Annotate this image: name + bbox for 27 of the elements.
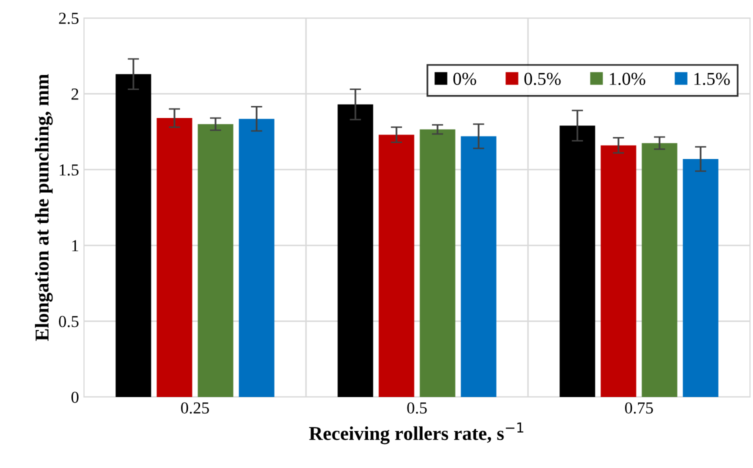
legend-label: 0% — [453, 72, 476, 86]
bar — [642, 143, 678, 397]
x-tick-label: 0.25 — [181, 402, 209, 414]
bar — [378, 134, 414, 397]
bar — [682, 158, 718, 397]
bar — [338, 104, 374, 397]
y-tick-label: 2.5 — [59, 12, 78, 24]
bar — [238, 118, 274, 397]
legend-label: 1.5% — [694, 72, 730, 86]
x-tick-label: 0.75 — [625, 402, 653, 414]
bar — [560, 126, 596, 397]
bar — [156, 118, 192, 397]
x-axis-title: Receiving rollers rate, s$^{−1}$ — [309, 422, 524, 444]
y-tick-label: 0.5 — [58, 316, 78, 328]
y-tick-label: 1.5 — [60, 164, 78, 176]
bar — [460, 136, 496, 397]
x-tick-label: 0.5 — [407, 402, 427, 414]
y-tick-label: 0 — [71, 392, 79, 403]
bar — [198, 124, 234, 397]
y-tick-label: 1 — [72, 240, 78, 252]
legend-label: 1.0% — [610, 72, 646, 86]
bar — [116, 74, 152, 397]
y-axis-title: Elongation at the punching, mm — [34, 74, 53, 341]
legend-label: 0.5% — [524, 72, 561, 86]
bar — [420, 129, 456, 397]
bar — [600, 145, 636, 397]
y-tick-label: 2 — [72, 88, 78, 100]
